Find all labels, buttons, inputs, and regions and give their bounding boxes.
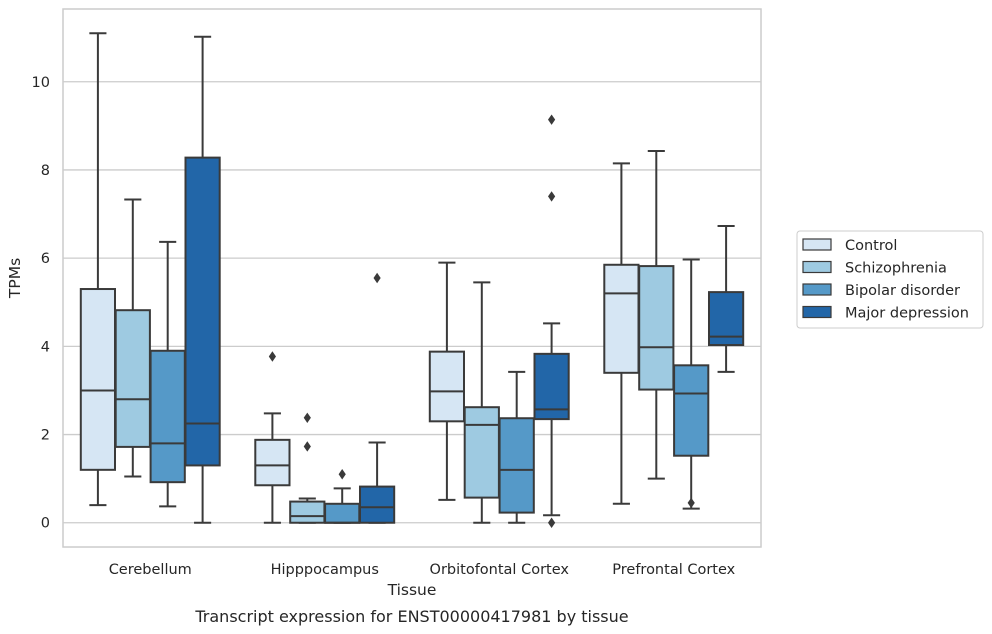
outlier-point [548, 517, 556, 528]
x-tick-label: Prefrontal Cortex [612, 562, 735, 578]
box-body [428, 350, 466, 423]
series-major-depression [184, 35, 745, 528]
box-plot-series [79, 32, 745, 528]
box-body [324, 502, 361, 524]
x-tick-label: Orbitofontal Cortex [430, 562, 570, 578]
legend-label: Schizophrenia [845, 261, 947, 277]
box-body [289, 500, 326, 524]
y-tick-label: 10 [32, 75, 50, 91]
box [673, 258, 710, 510]
box [638, 149, 675, 480]
x-axis-label: Tissue [387, 581, 437, 599]
box-body [638, 265, 675, 391]
plot-area-frame [62, 8, 762, 548]
y-axis-label: TPMs [6, 258, 24, 299]
series-control [79, 32, 640, 524]
box-body [184, 156, 221, 467]
x-tick-label: Cerebellum [109, 562, 192, 578]
legend-label: Control [845, 238, 897, 254]
legend-swatch [802, 238, 832, 251]
box-body [463, 406, 500, 499]
box-body [149, 349, 186, 484]
box-body [603, 263, 640, 374]
box [707, 224, 745, 373]
x-tick-label: Hipppocampus [271, 562, 379, 578]
legend-swatch [802, 283, 832, 296]
y-tick-label: 0 [41, 516, 50, 532]
y-tick-label: 6 [41, 251, 50, 267]
outlier-point [548, 191, 556, 202]
box [254, 351, 291, 524]
box-body [498, 417, 535, 514]
y-axis-ticks: 0 2 4 6 8 10 [32, 75, 50, 532]
outlier-point [303, 412, 311, 423]
box [79, 32, 117, 507]
box [463, 281, 500, 524]
box [324, 469, 361, 524]
legend-frame [796, 230, 984, 329]
y-tick-label: 4 [41, 339, 50, 355]
legend-item: Bipolar disorder [802, 283, 960, 299]
box-body [358, 485, 396, 524]
legend: Control Schizophrenia Bipolar disorder Majo… [796, 230, 984, 329]
box [533, 114, 570, 528]
legend-item: Schizophrenia [802, 260, 947, 277]
box [498, 370, 535, 524]
outlier-point [373, 272, 381, 284]
y-tick-label: 8 [41, 163, 50, 179]
legend-label: Bipolar disorder [845, 283, 960, 299]
legend-swatch [802, 305, 832, 319]
y-tick-label: 2 [41, 428, 50, 444]
figure-caption: Transcript expression for ENST0000041798… [194, 607, 628, 626]
legend-swatch [802, 260, 832, 274]
box [184, 35, 221, 524]
box [358, 272, 396, 524]
legend-label: Major depression [845, 306, 969, 322]
series-schizophrenia [114, 149, 675, 524]
box-body [254, 438, 291, 487]
legend-item: Major depression [802, 305, 969, 322]
outlier-point [548, 114, 556, 125]
outlier-point [338, 469, 346, 480]
box [114, 198, 151, 478]
outlier-point [268, 351, 276, 362]
box [428, 261, 466, 501]
box-body [533, 352, 570, 421]
x-axis-ticks: Cerebellum Hipppocampus Orbitofontal Corte… [109, 562, 736, 578]
outlier-point [687, 497, 695, 509]
outlier-point [303, 441, 311, 452]
box [289, 412, 326, 524]
legend-item: Control [802, 238, 897, 254]
box-body [114, 309, 151, 448]
box-body [79, 288, 117, 471]
box [149, 240, 186, 508]
box [603, 162, 640, 505]
series-bipolar-disorder [149, 240, 710, 524]
box-body [673, 364, 710, 457]
